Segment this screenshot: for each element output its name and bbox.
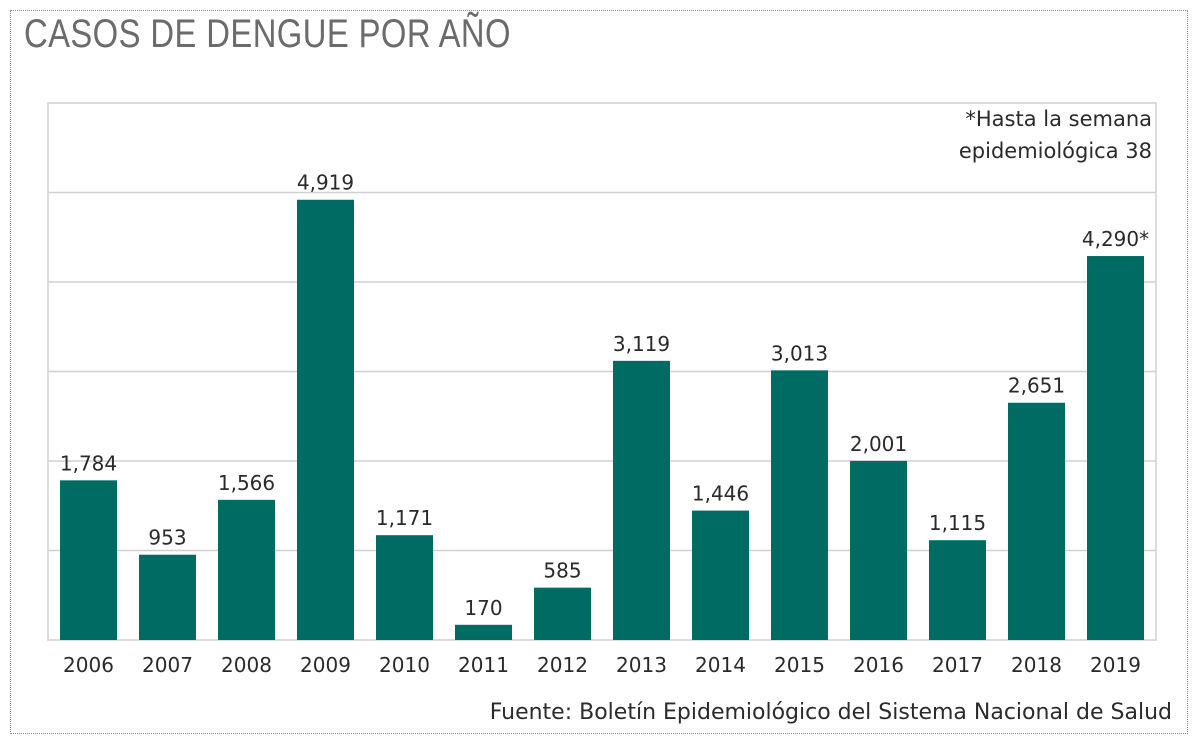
footnote: *Hasta la semana epidemiológica 38	[959, 107, 1152, 163]
bars	[60, 199, 1144, 640]
x-tick-2014: 2014	[695, 653, 746, 677]
bar-2019	[1087, 256, 1144, 640]
bar-2013	[613, 360, 670, 640]
x-tick-2016: 2016	[853, 653, 904, 677]
bar-2010	[376, 535, 433, 640]
data-label-2015: 3,013	[771, 341, 828, 365]
bar-2009	[297, 199, 354, 640]
x-tick-2009: 2009	[300, 653, 351, 677]
data-label-2016: 2,001	[850, 432, 907, 456]
bar-2008	[218, 499, 275, 640]
bar-2006	[60, 480, 117, 640]
data-label-2008: 1,566	[218, 471, 275, 495]
data-label-2007: 953	[148, 526, 186, 550]
bar-2018	[1008, 402, 1065, 640]
plot-area	[47, 102, 1157, 641]
footnote-line-2: epidemiológica 38	[959, 139, 1152, 163]
data-labels: 1,784 953 1,566 4,919 1,171 170 585 3,119 1,446 3…	[60, 171, 1149, 620]
x-tick-2013: 2013	[616, 653, 667, 677]
x-tick-2010: 2010	[379, 653, 430, 677]
data-label-2017: 1,115	[929, 511, 986, 535]
x-tick-2019: 2019	[1090, 653, 1141, 677]
data-label-2014: 1,446	[692, 482, 749, 506]
data-label-2018: 2,651	[1008, 374, 1065, 398]
bar-2014	[692, 510, 749, 640]
source-credit: Fuente: Boletín Epidemiológico del Siste…	[489, 700, 1172, 725]
footnote-line-1: *Hasta la semana	[965, 107, 1152, 131]
chart-frame	[10, 10, 1188, 734]
bar-2012	[534, 587, 591, 640]
x-axis-ticks: 2006 2007 2008 2009 2010 2011 2012 2013 2014 2015…	[63, 653, 1141, 677]
data-label-2012: 585	[543, 559, 581, 583]
data-label-2006: 1,784	[60, 451, 117, 475]
gridlines	[48, 191, 1156, 552]
x-tick-2015: 2015	[774, 653, 825, 677]
data-label-2011: 170	[464, 596, 502, 620]
x-tick-2012: 2012	[537, 653, 588, 677]
bar-2011	[455, 624, 512, 640]
x-tick-2011: 2011	[458, 653, 509, 677]
bar-2017	[929, 540, 986, 640]
data-label-2010: 1,171	[376, 506, 433, 530]
x-tick-2018: 2018	[1011, 653, 1062, 677]
bar-2007	[139, 554, 196, 640]
x-tick-2008: 2008	[221, 653, 272, 677]
chart-title: CASOS DE DENGUE POR AÑO	[24, 12, 511, 56]
data-label-2019: 4,290*	[1082, 227, 1149, 251]
x-tick-2006: 2006	[63, 653, 114, 677]
x-tick-2017: 2017	[932, 653, 983, 677]
bar-2015	[771, 370, 828, 640]
data-label-2013: 3,119	[613, 332, 670, 356]
x-tick-2007: 2007	[142, 653, 193, 677]
data-label-2009: 4,919	[297, 171, 354, 195]
bar-2016	[850, 460, 907, 640]
